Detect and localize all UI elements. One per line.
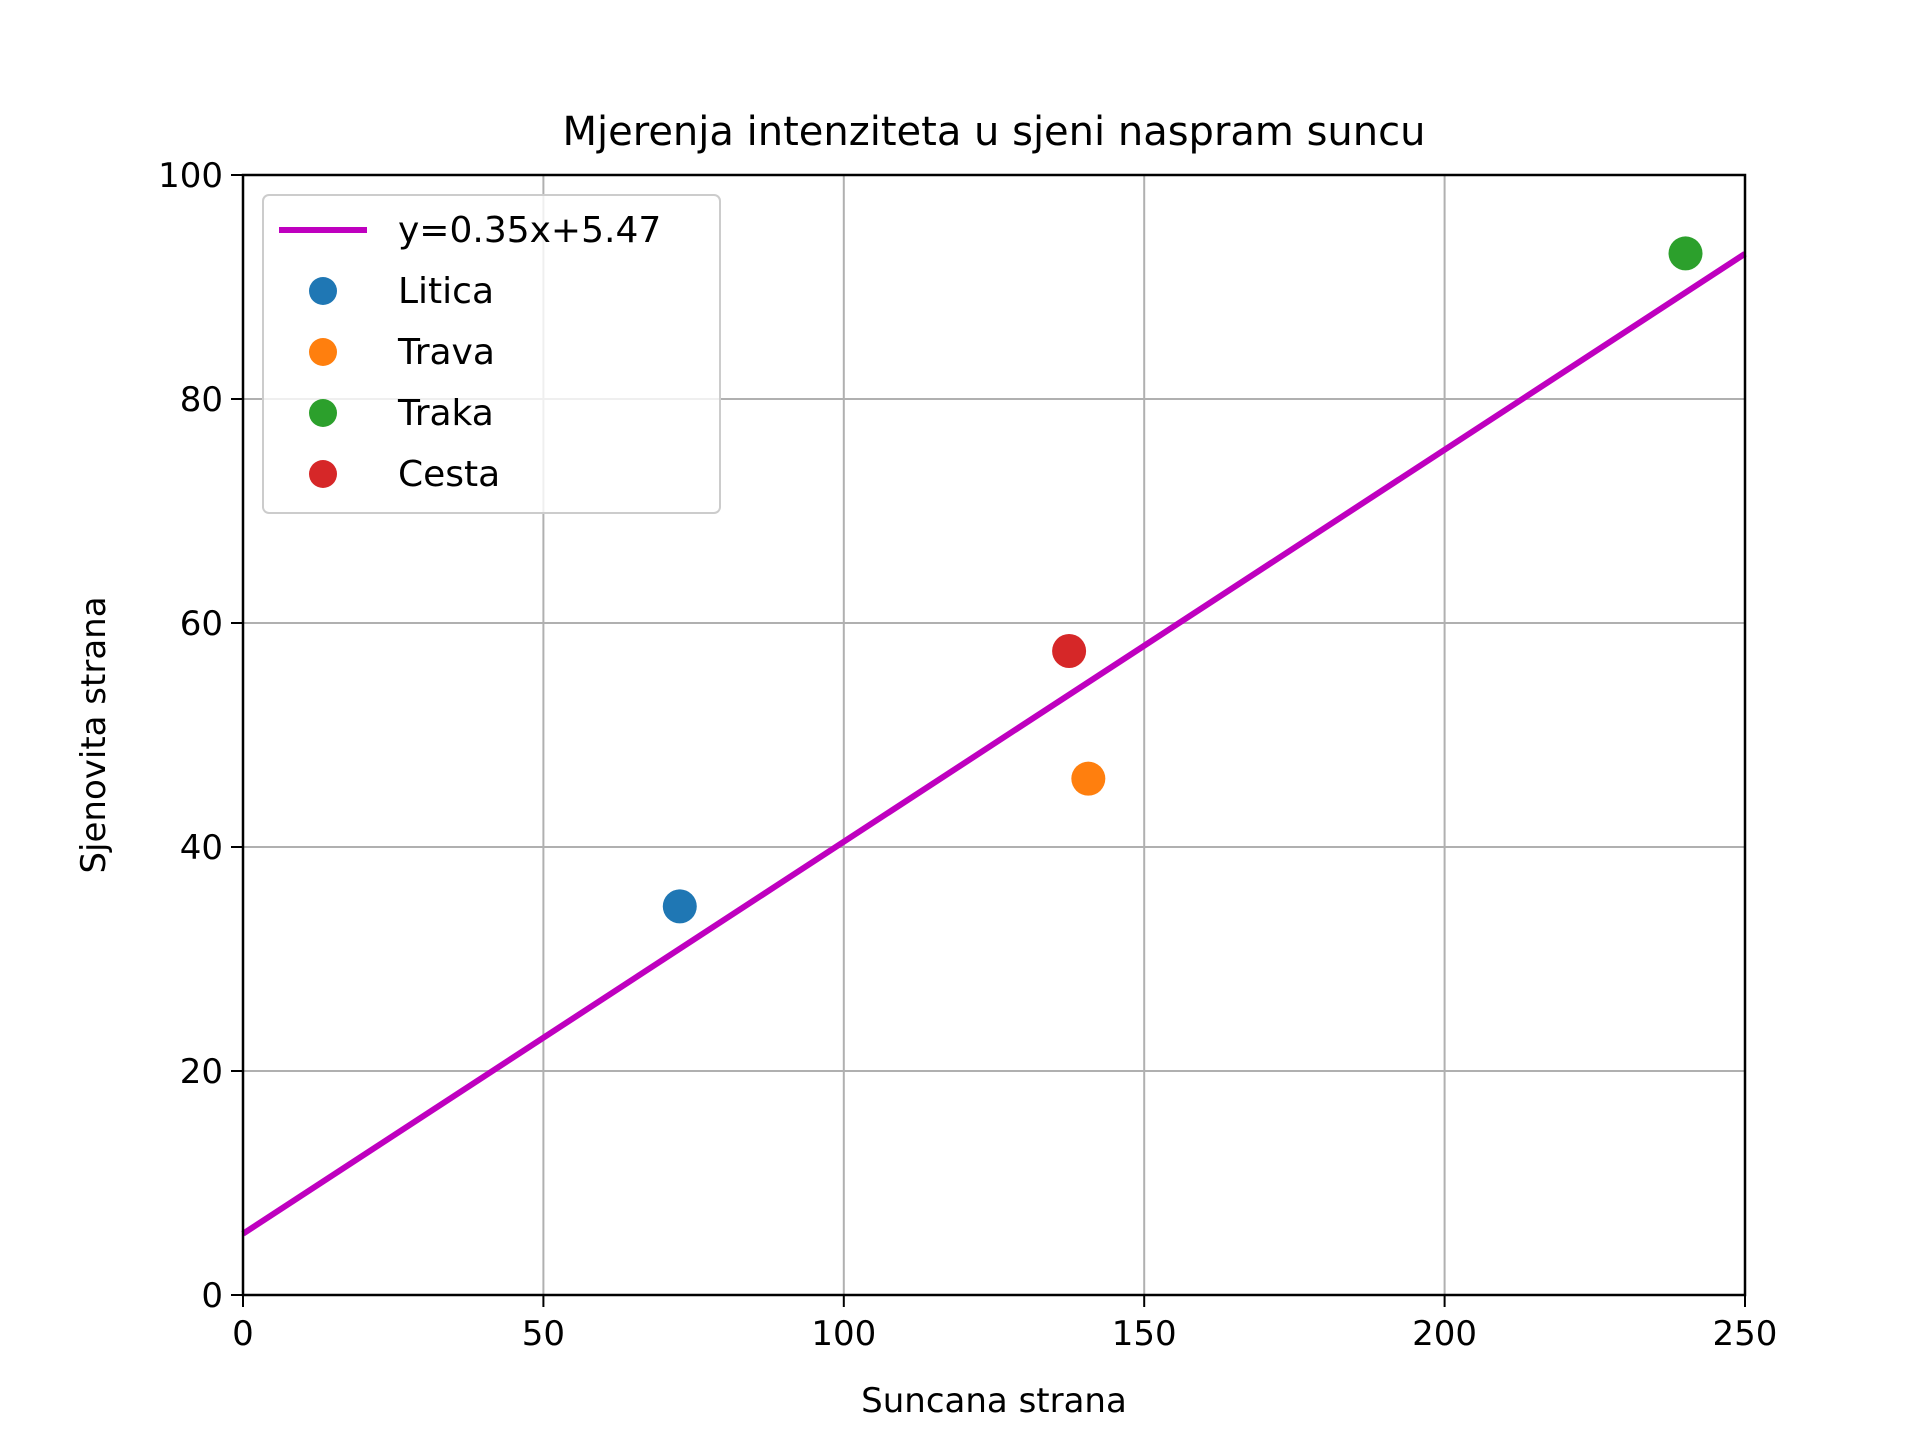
y-tick-label-3: 60 [180, 604, 223, 644]
legend-marker-traka [309, 399, 337, 427]
y-tick-label-0: 0 [201, 1276, 223, 1316]
plot-frame [241, 173, 1747, 1297]
point-trava-0 [1071, 761, 1106, 796]
legend-label-litica: Litica [398, 271, 494, 312]
x-tick-label-4: 200 [1412, 1314, 1477, 1354]
x-tick-label-3: 150 [1112, 1314, 1177, 1354]
point-cesta-0 [1052, 634, 1087, 668]
legend-label-traka: Traka [397, 393, 494, 434]
legend-marker-litica [309, 277, 337, 305]
axis-ticks: 0 50 100 150 200 250 0 20 40 60 80 100 [158, 156, 1777, 1354]
point-litica-0 [662, 889, 697, 924]
legend-label-trava: Trava [397, 332, 495, 373]
x-tick-label-1: 50 [522, 1314, 565, 1354]
legend-marker-cesta [309, 460, 337, 488]
x-tick-label-5: 250 [1713, 1314, 1778, 1354]
legend-box [262, 194, 721, 514]
point-traka-0 [1668, 236, 1703, 271]
y-tick-label-5: 100 [158, 156, 223, 196]
legend-fit-label: y=0.35x+5.47 [398, 210, 661, 251]
legend-marker-trava [309, 338, 337, 366]
x-tick-label-2: 100 [811, 1314, 876, 1354]
x-axis-label: Suncana strana [861, 1381, 1127, 1421]
y-tick-label-4: 80 [180, 380, 223, 420]
y-tick-label-1: 20 [180, 1052, 223, 1092]
fit-line [241, 251, 1747, 1237]
x-tick-label-0: 0 [232, 1314, 254, 1354]
data-points [662, 236, 1703, 924]
legend-label-cesta: Cesta [398, 454, 500, 495]
legend: y=0.35x+5.47 Litica Trava Traka Cesta [262, 194, 721, 514]
y-tick-label-2: 40 [180, 828, 223, 868]
chart-title: Mjerenja intenziteta u sjeni naspram sun… [563, 109, 1426, 155]
y-axis-label: Sjenovita strana [74, 596, 114, 873]
fit-line-group [241, 251, 1747, 1237]
